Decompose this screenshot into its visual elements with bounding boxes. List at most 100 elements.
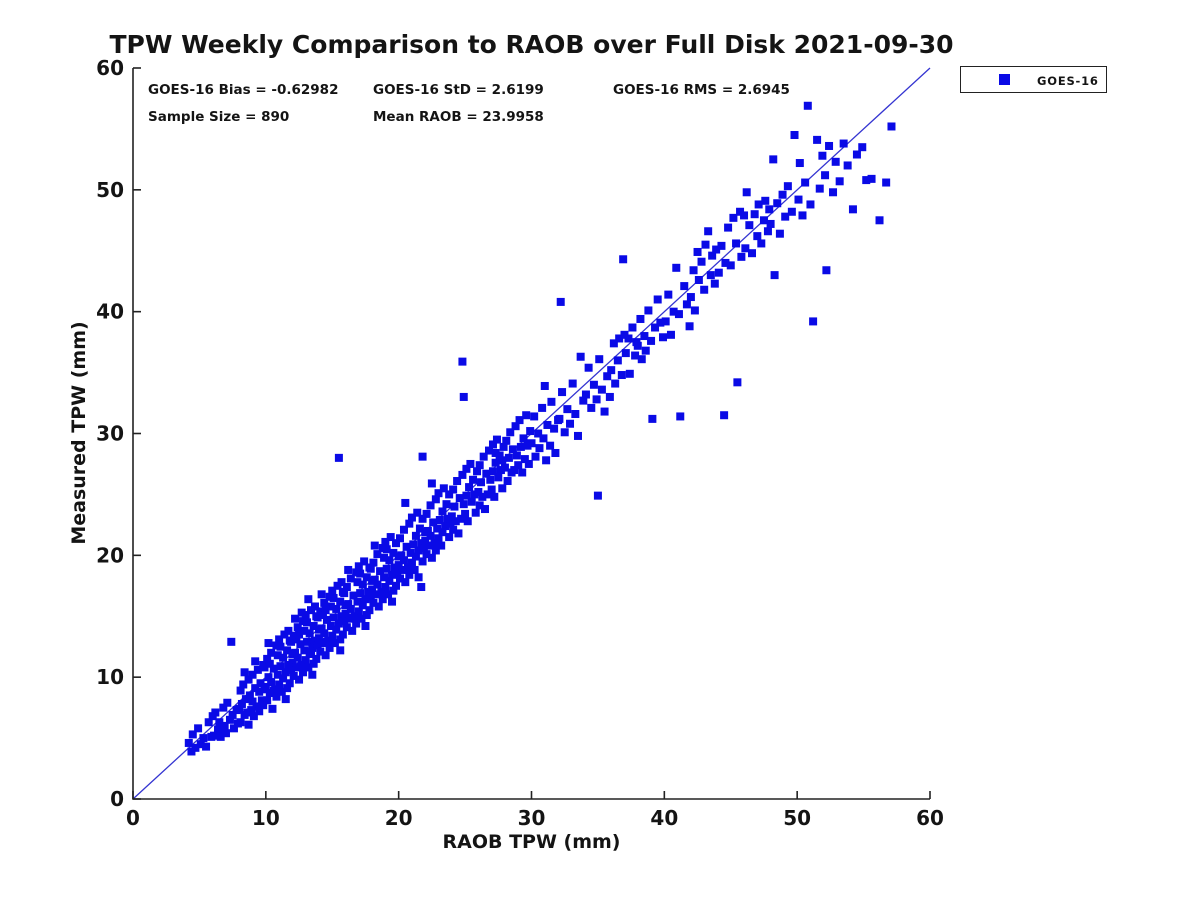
scatter-point <box>358 580 367 589</box>
scatter-point <box>407 513 416 522</box>
scatter-point <box>277 687 286 696</box>
scatter-point <box>717 241 726 250</box>
scatter-point <box>395 534 404 543</box>
scatter-point <box>239 680 248 689</box>
scatter-point <box>640 332 649 341</box>
scatter-point <box>380 573 389 582</box>
scatter-point <box>510 466 519 475</box>
scatter-point <box>337 578 346 587</box>
x-tick-label: 50 <box>783 806 811 830</box>
scatter-point <box>576 352 585 361</box>
scatter-point <box>388 597 397 606</box>
scatter-point <box>314 634 323 643</box>
scatter-point <box>463 517 472 526</box>
scatter-point <box>422 550 431 559</box>
scatter-point <box>251 657 260 666</box>
scatter-point <box>659 333 668 342</box>
scatter-point <box>346 574 355 583</box>
scatter-point <box>674 310 683 319</box>
scatter-point <box>188 730 197 739</box>
scatter-point <box>637 355 646 364</box>
scatter-point <box>887 122 896 131</box>
scatter-point <box>276 642 285 651</box>
scatter-point <box>442 500 451 509</box>
scatter-point <box>304 595 313 604</box>
scatter-point <box>392 581 401 590</box>
scatter-point <box>365 606 374 615</box>
scatter-point <box>403 563 412 572</box>
scatter-point <box>354 562 363 571</box>
scatter-point <box>685 322 694 331</box>
scatter-point <box>825 141 834 150</box>
scatter-point <box>534 429 543 438</box>
scatter-point <box>366 592 375 601</box>
scatter-point <box>329 593 338 602</box>
scatter-point <box>579 396 588 405</box>
scatter-point <box>297 608 306 617</box>
scatter-point <box>465 483 474 492</box>
scatter-point <box>518 468 527 477</box>
scatter-point <box>236 686 245 695</box>
scatter-point <box>377 587 386 596</box>
scatter-point <box>360 557 369 566</box>
scatter-point <box>803 101 812 110</box>
scatter-point <box>401 578 410 587</box>
scatter-point <box>289 671 298 680</box>
y-tick-label: 40 <box>96 300 124 324</box>
y-tick-label: 10 <box>96 665 124 689</box>
scatter-point <box>737 252 746 261</box>
scatter-point <box>228 710 237 719</box>
scatter-point <box>686 293 695 302</box>
scatter-point <box>748 249 757 258</box>
scatter-point <box>763 227 772 236</box>
scatter-point <box>313 613 322 622</box>
scatter-point <box>486 475 495 484</box>
scatter-point <box>284 626 293 635</box>
scatter-point <box>563 405 572 414</box>
scatter-point <box>235 704 244 713</box>
stat-mean-raob: Mean RAOB = 23.9958 <box>373 109 544 125</box>
scatter-point <box>342 583 351 592</box>
scatter-point <box>475 461 484 470</box>
scatter-point <box>362 573 371 582</box>
scatter-point <box>309 621 318 630</box>
scatter-point <box>547 397 556 406</box>
scatter-point <box>765 205 774 214</box>
scatter-point <box>520 455 529 464</box>
scatter-point <box>867 174 876 183</box>
scatter-point <box>750 210 759 219</box>
stat-sample-size: Sample Size = 890 <box>148 109 290 125</box>
scatter-point <box>555 414 564 423</box>
scatter-point <box>216 732 225 741</box>
x-tick-label: 40 <box>650 806 678 830</box>
scatter-point <box>300 626 309 635</box>
scatter-point <box>399 525 408 534</box>
scatter-point <box>462 464 471 473</box>
scatter-point <box>475 501 484 510</box>
scatter-point <box>202 742 211 751</box>
y-tick-label: 0 <box>110 787 124 811</box>
scatter-point <box>318 611 327 620</box>
scatter-point <box>451 517 460 526</box>
scatter-point <box>321 606 330 615</box>
scatter-point <box>332 604 341 613</box>
scatter-point <box>487 485 496 494</box>
scatter-point <box>482 469 491 478</box>
scatter-point <box>336 597 345 606</box>
scatter-point <box>281 695 290 704</box>
scatter-point <box>492 435 501 444</box>
scatter-point <box>672 263 681 272</box>
scatter-point <box>402 542 411 551</box>
scatter-point <box>770 271 779 280</box>
scatter-point <box>264 673 273 682</box>
scatter-point <box>566 419 575 428</box>
scatter-point <box>304 663 313 672</box>
scatter-point <box>253 665 262 674</box>
scatter-point <box>477 478 486 487</box>
scatter-point <box>269 664 278 673</box>
scatter-point <box>370 541 379 550</box>
scatter-point <box>633 341 642 350</box>
scatter-point <box>417 583 426 592</box>
scatter-point <box>538 403 547 412</box>
scatter-point <box>423 526 432 535</box>
